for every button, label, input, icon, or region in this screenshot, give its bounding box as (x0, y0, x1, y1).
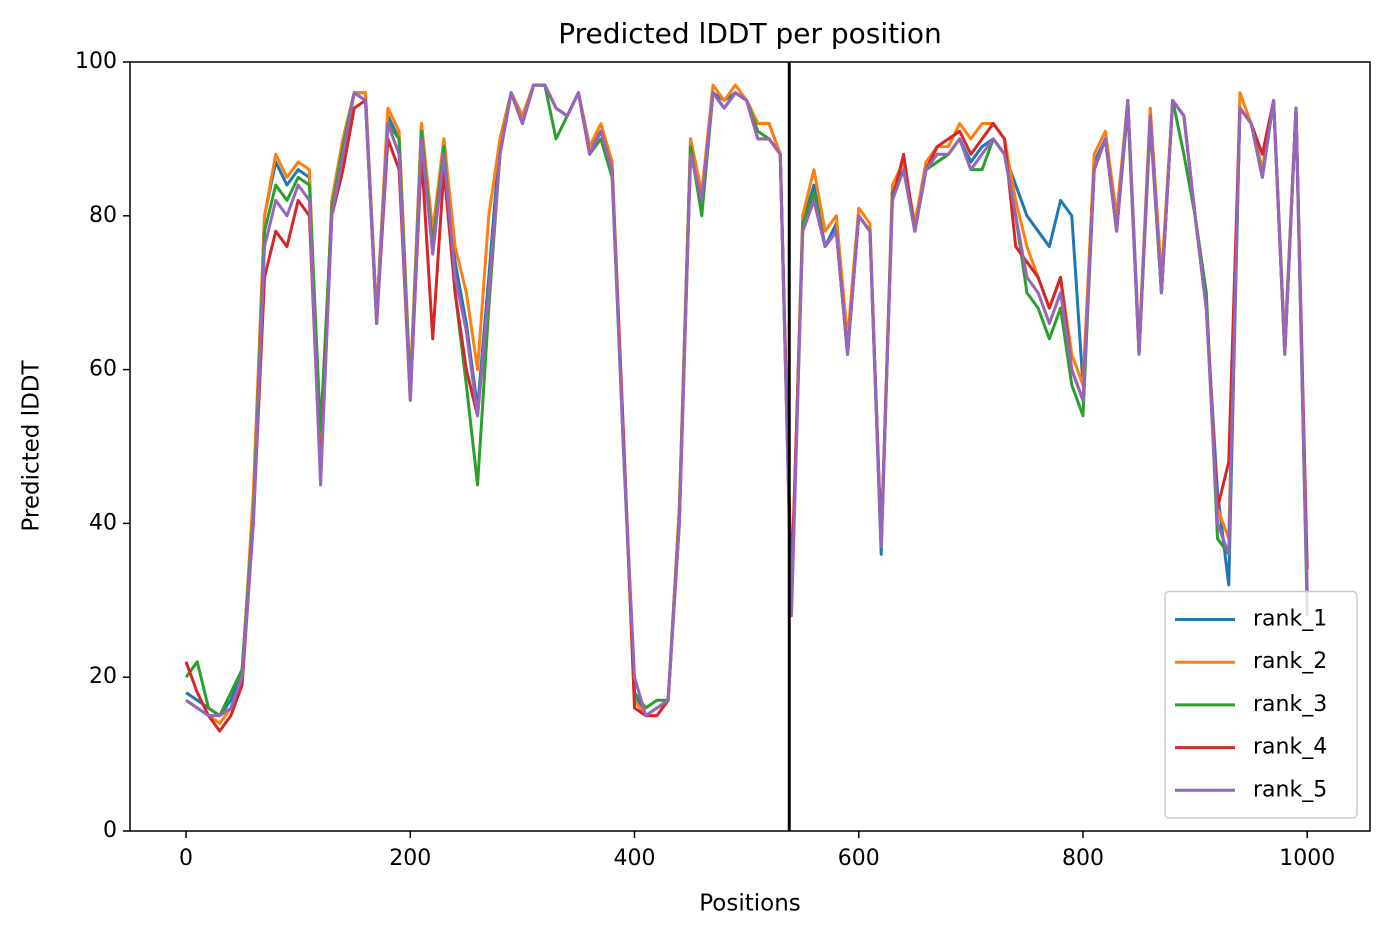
x-tick-label: 200 (389, 846, 431, 871)
series-line (185, 83, 1309, 718)
series-line (185, 83, 1309, 725)
legend-label: rank_3 (1253, 692, 1327, 717)
legend-label: rank_1 (1253, 607, 1327, 632)
x-tick-label: 400 (614, 846, 656, 871)
y-tick-label: 100 (75, 49, 117, 74)
y-tick-label: 40 (89, 510, 117, 535)
legend-label: rank_5 (1253, 777, 1327, 802)
series-line (184, 83, 1309, 733)
legend-label: rank_2 (1253, 649, 1327, 674)
series-line (185, 83, 1309, 718)
y-tick-label: 80 (89, 203, 117, 228)
x-axis-label: Positions (699, 891, 801, 917)
chart-title: Predicted lDDT per position (558, 17, 942, 50)
series-line (184, 83, 1309, 718)
x-tick-label: 1000 (1279, 846, 1335, 871)
x-tick-label: 600 (838, 846, 880, 871)
x-tick-label: 800 (1062, 846, 1104, 871)
legend-label: rank_4 (1253, 735, 1327, 760)
legend: rank_1 rank_2 rank_3 rank_4 rank_5 (1164, 590, 1358, 819)
plot-frame (129, 61, 1371, 832)
y-tick-label: 20 (89, 664, 117, 689)
y-tick-label: 0 (103, 818, 117, 843)
y-tick-label: 60 (89, 357, 117, 382)
legend-box (1164, 590, 1358, 819)
y-axis-label: Predicted lDDT (19, 359, 45, 531)
x-tick-label: 0 (179, 846, 193, 871)
